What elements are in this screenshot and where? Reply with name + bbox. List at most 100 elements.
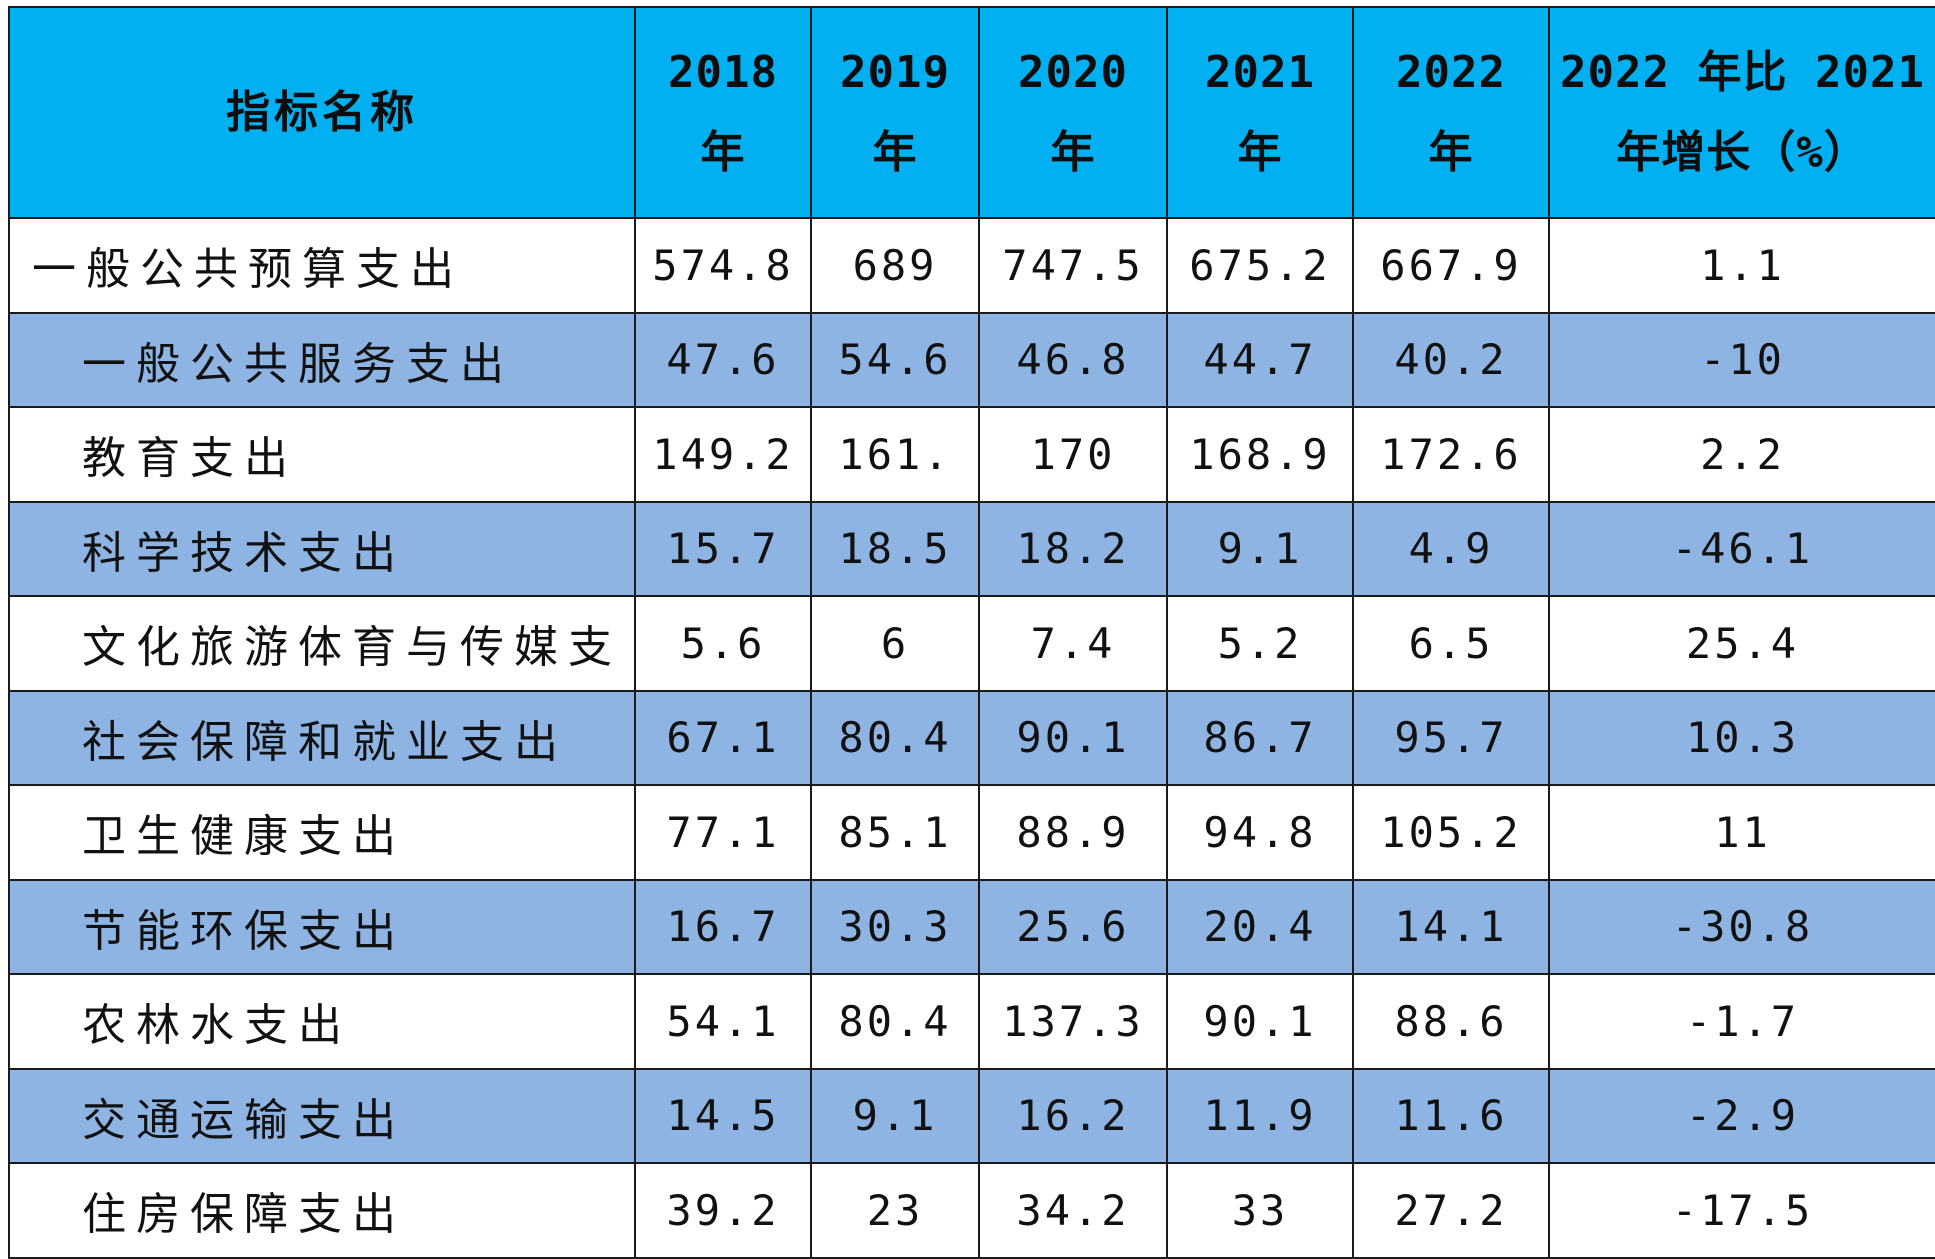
value-cell: 44.7 [1166, 311, 1354, 408]
table-row: 卫生健康支出 77.1 85.1 88.9 94.8 105.2 11 [8, 784, 1935, 881]
growth-cell: -30.8 [1548, 878, 1935, 975]
value-cell: 172.6 [1352, 406, 1550, 503]
value-cell: 105.2 [1352, 784, 1550, 881]
value-cell: 7.4 [978, 595, 1168, 692]
indicator-name-cell: 农林水支出 [8, 973, 636, 1070]
value-cell: 574.8 [634, 217, 812, 314]
indicator-name-cell: 科学技术支出 [8, 500, 636, 597]
header-year-label: 2022 [1396, 46, 1506, 98]
value-cell: 16.7 [634, 878, 812, 975]
value-cell: 9.1 [1166, 500, 1354, 597]
value-cell: 161. [810, 406, 980, 503]
value-cell: 30.3 [810, 878, 980, 975]
growth-cell: 25.4 [1548, 595, 1935, 692]
growth-cell: 10.3 [1548, 689, 1935, 786]
value-cell: 5.2 [1166, 595, 1354, 692]
growth-cell: 1.1 [1548, 217, 1935, 314]
table-row: 交通运输支出 14.5 9.1 16.2 11.9 11.6 -2.9 [8, 1067, 1935, 1164]
value-cell: 34.2 [978, 1162, 1168, 1259]
value-cell: 747.5 [978, 217, 1168, 314]
value-cell: 77.1 [634, 784, 812, 881]
value-cell: 168.9 [1166, 406, 1354, 503]
value-cell: 80.4 [810, 973, 980, 1070]
value-cell: 88.6 [1352, 973, 1550, 1070]
table-row: 教育支出 149.2 161. 170 168.9 172.6 2.2 [8, 406, 1935, 503]
growth-cell: -17.5 [1548, 1162, 1935, 1259]
table-row: 科学技术支出 15.7 18.5 18.2 9.1 4.9 -46.1 [8, 500, 1935, 597]
header-year-2018: 2018 年 [634, 6, 812, 219]
value-cell: 46.8 [978, 311, 1168, 408]
value-cell: 94.8 [1166, 784, 1354, 881]
header-indicator-name: 指标名称 [8, 6, 636, 219]
value-cell: 88.9 [978, 784, 1168, 881]
header-year-2022: 2022 年 [1352, 6, 1550, 219]
value-cell: 54.1 [634, 973, 812, 1070]
indicator-name-cell: 教育支出 [8, 406, 636, 503]
header-year-unit: 年 [700, 126, 746, 178]
indicator-name-cell: 一般公共预算支出 [8, 217, 636, 314]
header-year-unit: 年 [1428, 126, 1474, 178]
growth-cell: -2.9 [1548, 1067, 1935, 1164]
value-cell: 137.3 [978, 973, 1168, 1070]
value-cell: 90.1 [1166, 973, 1354, 1070]
header-year-label: 2021 [1205, 46, 1315, 98]
table-row: 一般公共预算支出 574.8 689 747.5 675.2 667.9 1.1 [8, 217, 1935, 314]
value-cell: 25.6 [978, 878, 1168, 975]
table-row: 住房保障支出 39.2 23 34.2 33 27.2 -17.5 [8, 1162, 1935, 1259]
indicator-name-cell: 交通运输支出 [8, 1067, 636, 1164]
header-year-2019: 2019 年 [810, 6, 980, 219]
value-cell: 16.2 [978, 1067, 1168, 1164]
value-cell: 27.2 [1352, 1162, 1550, 1259]
header-growth-line1: 2022 年比 2021 [1560, 46, 1925, 98]
value-cell: 11.6 [1352, 1067, 1550, 1164]
value-cell: 90.1 [978, 689, 1168, 786]
value-cell: 15.7 [634, 500, 812, 597]
growth-cell: -1.7 [1548, 973, 1935, 1070]
value-cell: 33 [1166, 1162, 1354, 1259]
value-cell: 5.6 [634, 595, 812, 692]
budget-expenditure-table: 指标名称 2018 年 2019 年 2020 年 2021 年 2022 年 [8, 6, 1935, 1259]
value-cell: 6 [810, 595, 980, 692]
header-year-unit: 年 [1237, 126, 1283, 178]
value-cell: 170 [978, 406, 1168, 503]
value-cell: 40.2 [1352, 311, 1550, 408]
value-cell: 14.5 [634, 1067, 812, 1164]
table-body: 一般公共预算支出 574.8 689 747.5 675.2 667.9 1.1 一般公共服务… [8, 217, 1935, 1259]
indicator-name-cell: 卫生健康支出 [8, 784, 636, 881]
value-cell: 9.1 [810, 1067, 980, 1164]
value-cell: 149.2 [634, 406, 812, 503]
value-cell: 18.2 [978, 500, 1168, 597]
value-cell: 47.6 [634, 311, 812, 408]
value-cell: 39.2 [634, 1162, 812, 1259]
value-cell: 4.9 [1352, 500, 1550, 597]
value-cell: 689 [810, 217, 980, 314]
value-cell: 14.1 [1352, 878, 1550, 975]
value-cell: 18.5 [810, 500, 980, 597]
value-cell: 667.9 [1352, 217, 1550, 314]
value-cell: 80.4 [810, 689, 980, 786]
header-year-label: 2018 [668, 46, 778, 98]
header-year-label: 2020 [1018, 46, 1128, 98]
table-row: 文化旅游体育与传媒支 5.6 6 7.4 5.2 6.5 25.4 [8, 595, 1935, 692]
indicator-name-cell: 一般公共服务支出 [8, 311, 636, 408]
growth-cell: -46.1 [1548, 500, 1935, 597]
table-row: 农林水支出 54.1 80.4 137.3 90.1 88.6 -1.7 [8, 973, 1935, 1070]
table-row: 一般公共服务支出 47.6 54.6 46.8 44.7 40.2 -10 [8, 311, 1935, 408]
indicator-name-cell: 节能环保支出 [8, 878, 636, 975]
value-cell: 95.7 [1352, 689, 1550, 786]
data-table-container: 指标名称 2018 年 2019 年 2020 年 2021 年 2022 年 [8, 6, 1935, 1259]
header-year-unit: 年 [1050, 126, 1096, 178]
header-year-2020: 2020 年 [978, 6, 1168, 219]
indicator-name-cell: 社会保障和就业支出 [8, 689, 636, 786]
value-cell: 23 [810, 1162, 980, 1259]
header-growth-line2: 年增长（%） [1616, 126, 1869, 178]
header-growth: 2022 年比 2021 年增长（%） [1548, 6, 1935, 219]
value-cell: 54.6 [810, 311, 980, 408]
growth-cell: 2.2 [1548, 406, 1935, 503]
value-cell: 11.9 [1166, 1067, 1354, 1164]
growth-cell: 11 [1548, 784, 1935, 881]
value-cell: 85.1 [810, 784, 980, 881]
growth-cell: -10 [1548, 311, 1935, 408]
value-cell: 6.5 [1352, 595, 1550, 692]
header-year-2021: 2021 年 [1166, 6, 1354, 219]
